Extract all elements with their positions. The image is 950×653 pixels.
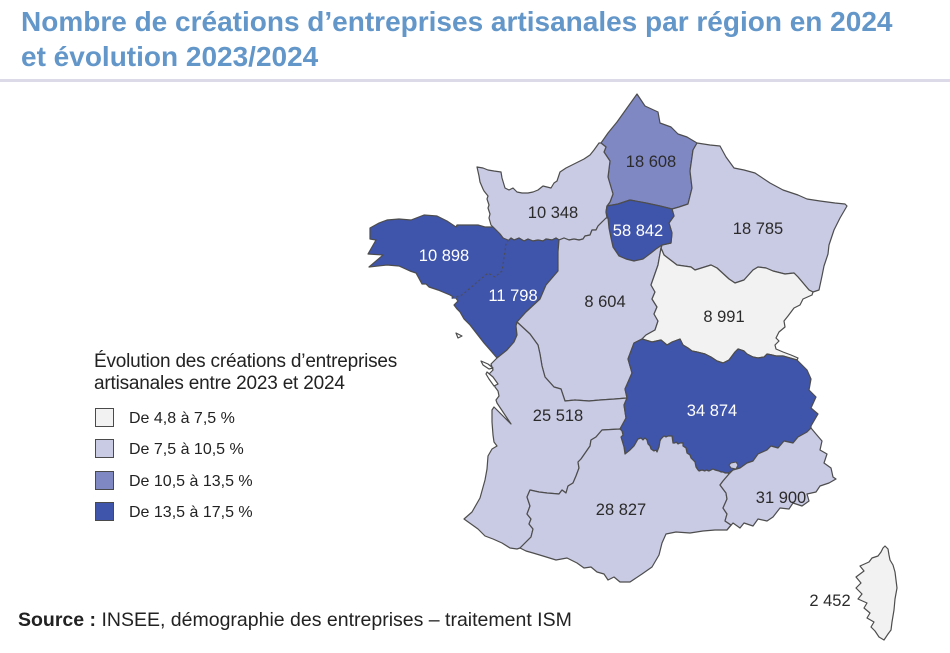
svg-text:18 785: 18 785 bbox=[733, 220, 783, 238]
svg-text:8 604: 8 604 bbox=[584, 293, 625, 311]
svg-text:10 898: 10 898 bbox=[419, 247, 469, 265]
svg-text:2 452: 2 452 bbox=[809, 592, 850, 610]
svg-text:18 608: 18 608 bbox=[626, 153, 676, 171]
svg-text:10 348: 10 348 bbox=[528, 204, 578, 222]
svg-text:11 798: 11 798 bbox=[488, 287, 537, 305]
svg-text:58 842: 58 842 bbox=[613, 222, 663, 240]
svg-text:34 874: 34 874 bbox=[687, 402, 737, 420]
svg-text:25 518: 25 518 bbox=[533, 407, 583, 425]
svg-text:31 900: 31 900 bbox=[756, 489, 806, 507]
svg-text:28 827: 28 827 bbox=[596, 501, 646, 519]
svg-text:8 991: 8 991 bbox=[703, 308, 744, 326]
